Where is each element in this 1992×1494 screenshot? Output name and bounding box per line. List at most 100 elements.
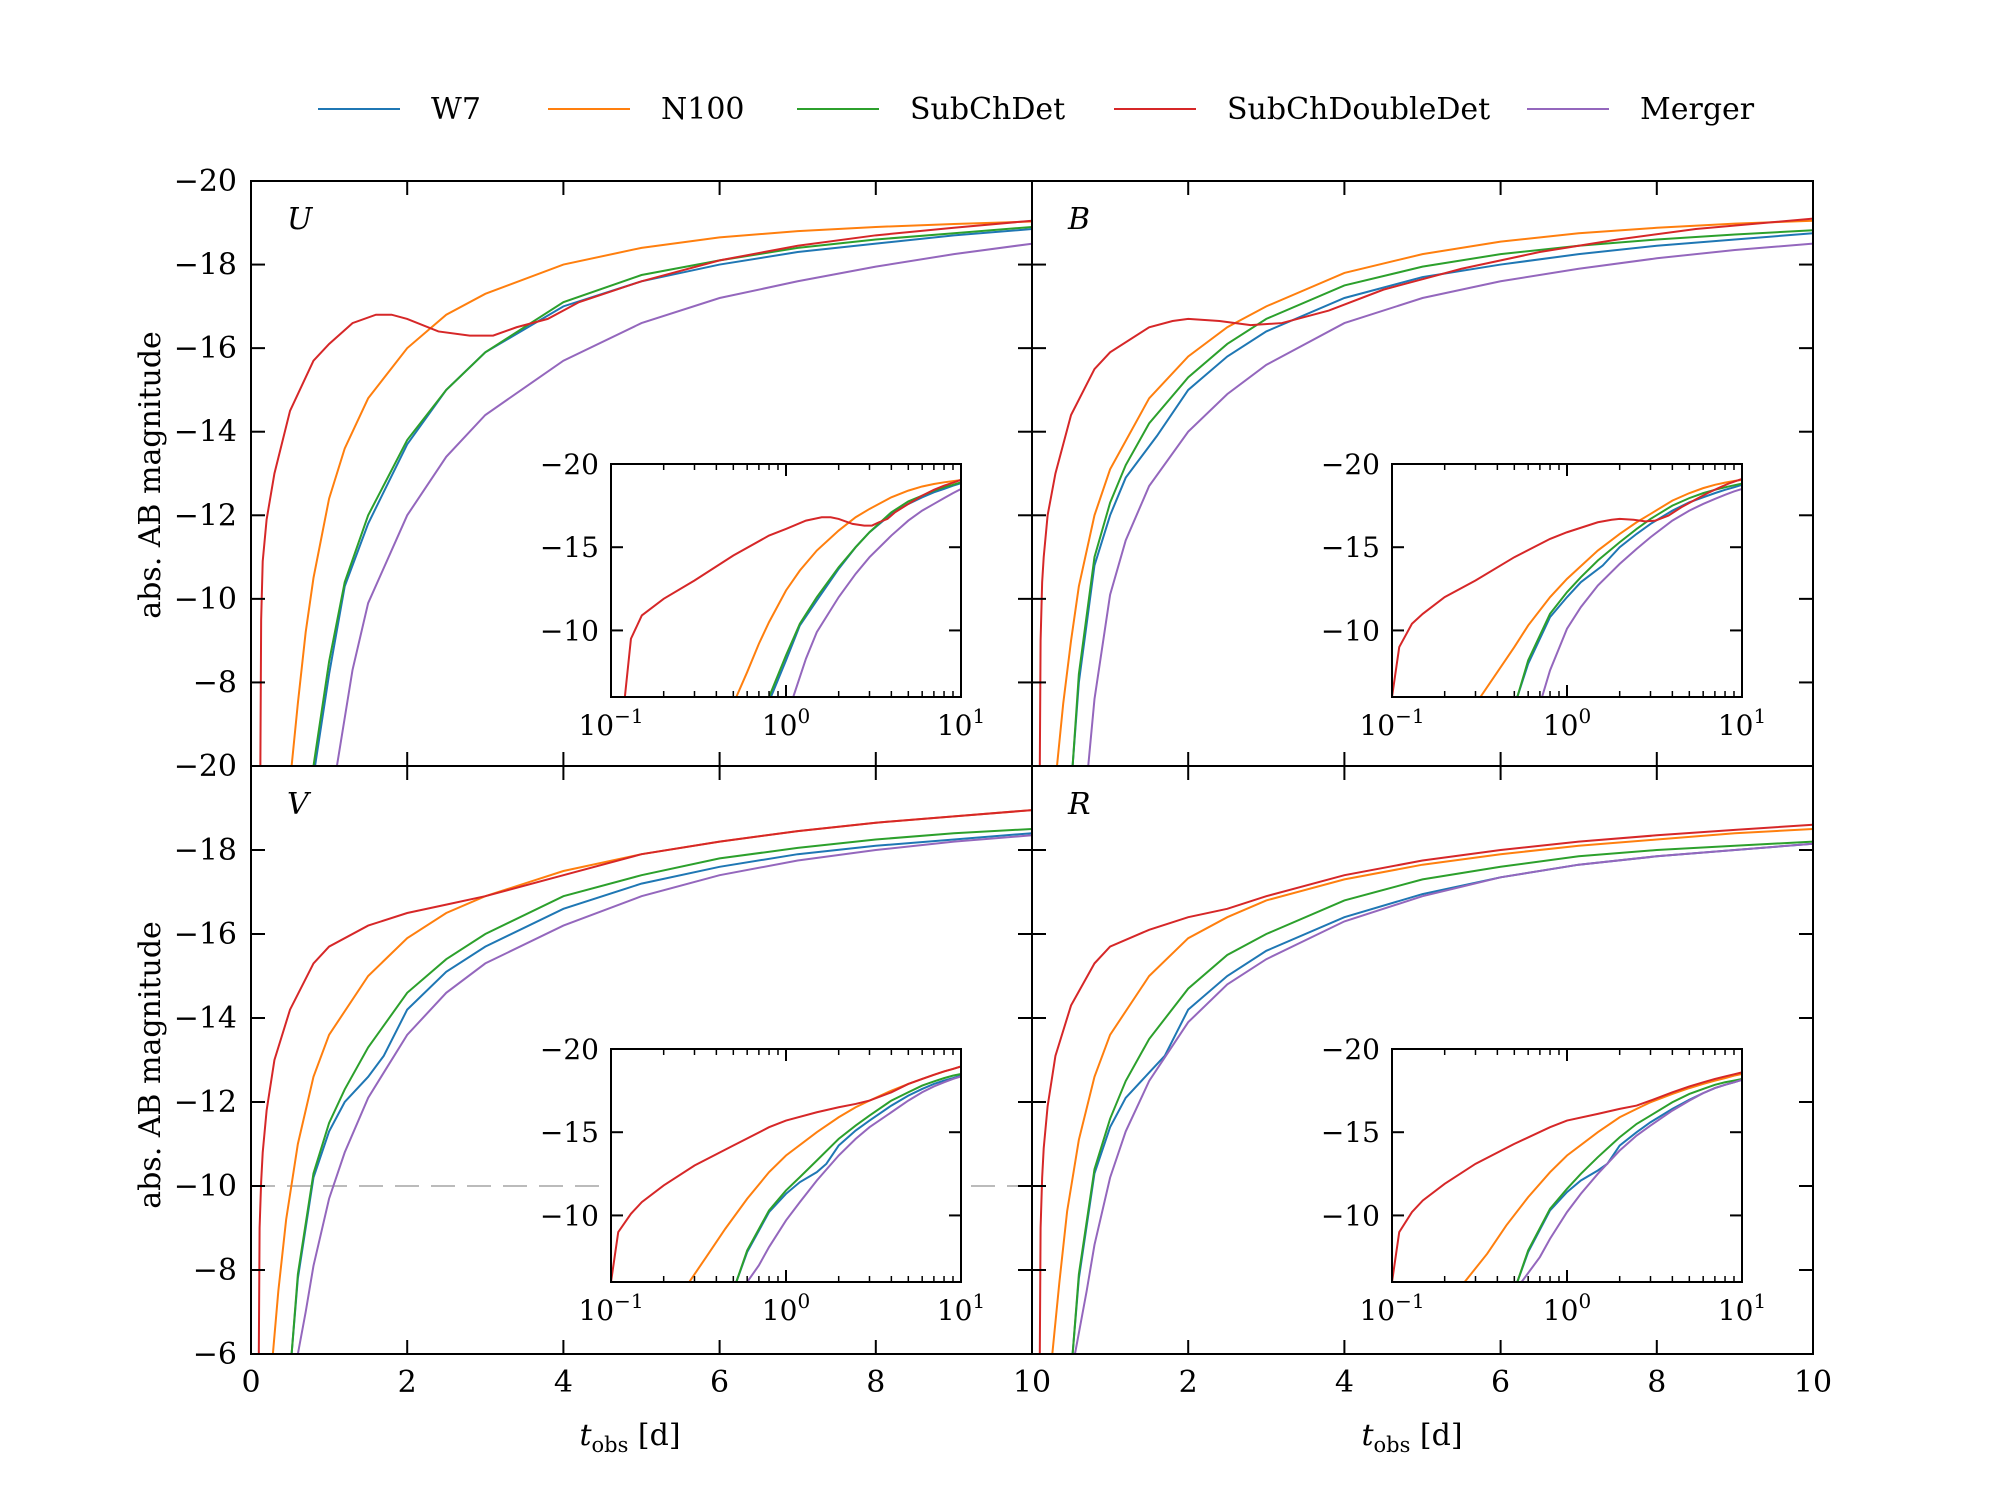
inset-series-line-w7 [1516, 483, 1742, 697]
inset-y-tick-label: −15 [540, 1116, 599, 1149]
y-tick-label: −20 [174, 749, 237, 784]
panel-v: −20 −18 −16 −14 −12 −10 −8 −60 2 4 6 8 10 V −20 −15 −10 1… [174, 749, 1051, 1400]
inset-series-line-n100 [1479, 478, 1742, 697]
series-line-w7 [290, 832, 1032, 1354]
panel-label-u: U [287, 202, 314, 237]
x-tick-label: 2 [398, 1365, 417, 1400]
panel-b: B −20 −15 −10 10−1 100 101 [1031, 180, 1814, 767]
y-tick-label: −6 [193, 1337, 237, 1372]
y-tick-label: −16 [174, 917, 237, 952]
inset-series-line-subchdoubledet [1392, 1071, 1742, 1282]
inset-series-line-w7 [735, 1074, 961, 1282]
inset-y-tick-label: −10 [540, 1199, 599, 1232]
series-line-merger [335, 242, 1032, 766]
inset-y-tick-label: −20 [1321, 448, 1380, 481]
y-tick-label: −8 [193, 1253, 237, 1288]
inset-series-line-merger [746, 1075, 961, 1282]
inset-series-line-subchdet [735, 1072, 961, 1282]
inset-x-tick-label: 101 [937, 704, 985, 742]
inset-y-tick-label: −10 [1321, 1199, 1380, 1232]
legend-label-n100: N100 [661, 92, 745, 127]
main-curves-u [259, 219, 1032, 766]
y-axis-label-bottom: abs. AB magnitude [133, 921, 168, 1209]
x-tick-label: 6 [710, 1365, 729, 1400]
inset-curves [611, 1065, 961, 1282]
x-axis-label-left: tobs [d] [579, 1418, 680, 1457]
legend-label-merger: Merger [1640, 92, 1755, 127]
y-tick-label: −16 [174, 331, 237, 366]
inset-x-tick-label: 10−1 [1359, 704, 1424, 742]
inset-series-line-merger [1520, 1078, 1742, 1282]
inset-curves [623, 478, 961, 697]
panel-frame [1031, 765, 1814, 1355]
inset-series-line-subchdoubledet [1392, 478, 1742, 697]
series-line-subchdet [290, 828, 1032, 1354]
panel-label-r: R [1067, 787, 1091, 822]
y-tick-label: −14 [174, 1001, 237, 1036]
y-tick-label: −20 [174, 164, 237, 199]
legend-label-subchdet: SubChDet [910, 92, 1065, 127]
inset-series-line-subchdoubledet [623, 478, 961, 697]
y-tick-label: −14 [174, 415, 237, 450]
inset-r: −20 −15 −10 10−1 100 101 [1321, 1033, 1766, 1327]
y-tick-label: −12 [174, 1085, 237, 1120]
inset-curves [1392, 478, 1742, 697]
y-tick-label: −10 [174, 1169, 237, 1204]
y-tick-label: −12 [174, 498, 237, 533]
panel-label-v: V [287, 787, 312, 822]
panel-u: −20 −18 −16 −14 −12 −10 −8 U −20 −15 −10 10−1 100 101 [174, 164, 1033, 767]
series-line-subchdet [1071, 229, 1813, 766]
y-tick-label: −10 [174, 582, 237, 617]
legend-label-subchdoubledet: SubChDoubleDet [1227, 92, 1490, 127]
inset-x-tick-label: 100 [762, 704, 810, 742]
panel-r: 2 4 6 8 10 R −20 −15 −10 10−1 100 101 [1031, 765, 1832, 1400]
inset-x-tick-label: 10−1 [578, 1289, 643, 1327]
panel-label-b: B [1067, 202, 1090, 237]
x-tick-label: 6 [1491, 1365, 1510, 1400]
inset-y-tick-label: −15 [1321, 531, 1380, 564]
inset-y-tick-label: −15 [540, 531, 599, 564]
x-tick-label: 8 [1647, 1365, 1666, 1400]
inset-x-tick-label: 101 [1718, 704, 1766, 742]
inset-u: −20 −15 −10 10−1 100 101 [540, 448, 985, 742]
inset-x-tick-label: 100 [762, 1289, 810, 1327]
series-line-w7 [1071, 232, 1813, 766]
inset-background [1392, 464, 1742, 697]
x-tick-label: 4 [1335, 1365, 1354, 1400]
series-line-w7 [314, 228, 1032, 766]
x-tick-label: 0 [241, 1365, 260, 1400]
inset-y-tick-label: −10 [540, 614, 599, 647]
inset-series-line-subchdet [1516, 482, 1742, 697]
series-line-n100 [1055, 219, 1813, 766]
series-line-subchdet [312, 225, 1032, 766]
inset-y-tick-label: −20 [540, 1033, 599, 1066]
inset-series-line-merger [792, 488, 961, 697]
y-tick-label: −18 [174, 248, 237, 283]
inset-series-line-n100 [735, 479, 961, 697]
main-curves-v [257, 809, 1032, 1354]
inset-x-tick-label: 100 [1543, 704, 1591, 742]
inset-series-line-n100 [1463, 1072, 1742, 1282]
inset-x-tick-label: 101 [1718, 1289, 1766, 1327]
inset-series-line-subchdoubledet [611, 1065, 961, 1282]
inset-y-tick-label: −20 [1321, 1033, 1380, 1066]
inset-curves [1392, 1071, 1742, 1282]
series-line-merger [1087, 242, 1813, 766]
series-line-subchdoubledet [1038, 823, 1813, 1354]
series-line-subchdoubledet [1038, 217, 1813, 766]
legend: W7 N100 SubChDet SubChDoubleDet Merger [318, 92, 1755, 127]
x-tick-label: 8 [866, 1365, 885, 1400]
inset-y-tick-label: −15 [1321, 1116, 1380, 1149]
main-curves-r [1038, 823, 1813, 1354]
inset-series-line-merger [1541, 488, 1742, 697]
y-tick-label: −8 [193, 665, 237, 700]
x-axis-label-right: tobs [d] [1361, 1418, 1462, 1457]
x-tick-label: 10 [1794, 1365, 1832, 1400]
series-line-merger [1073, 842, 1813, 1354]
inset-y-tick-label: −10 [1321, 614, 1380, 647]
x-tick-label: 10 [1013, 1365, 1051, 1400]
inset-b: −20 −15 −10 10−1 100 101 [1321, 448, 1766, 742]
series-line-merger [296, 834, 1032, 1354]
inset-x-tick-label: 10−1 [1359, 1289, 1424, 1327]
